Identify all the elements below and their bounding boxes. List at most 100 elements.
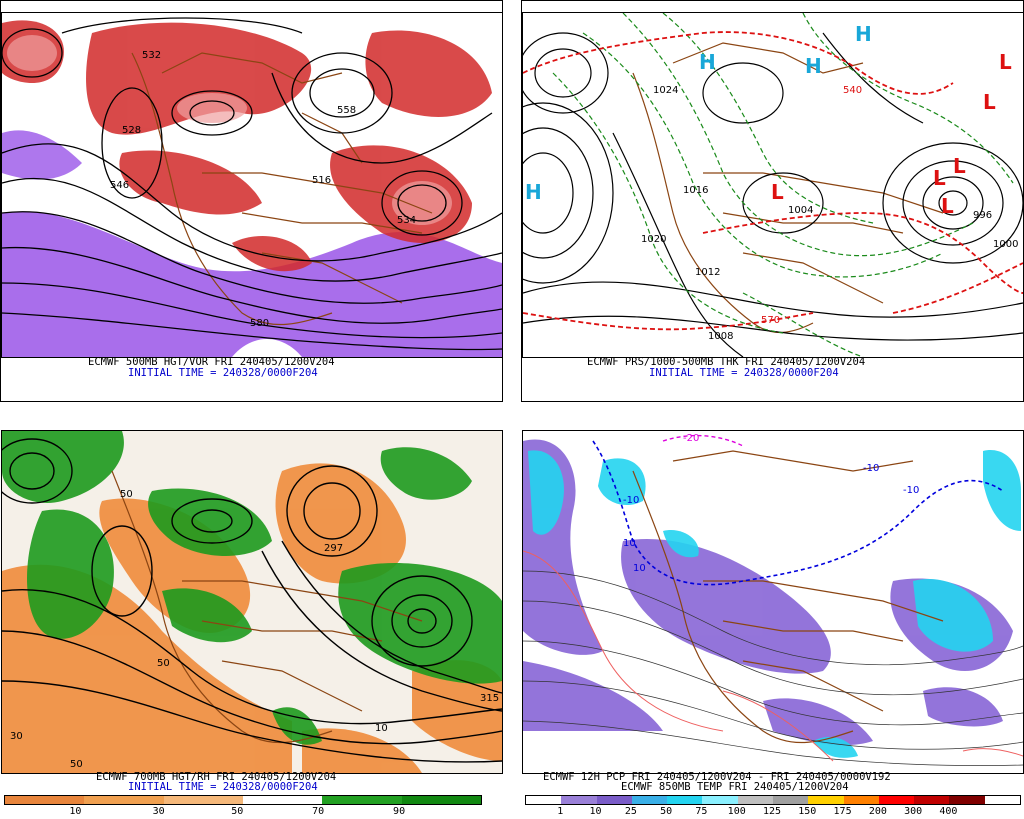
colorbar-swatch <box>242 796 323 804</box>
isobar-label: 996 <box>973 210 992 221</box>
colorbar-swatch <box>631 796 668 804</box>
contour-label: -10 <box>623 495 639 506</box>
contour-labels: -20 -10 -10 10 -10 10 <box>623 433 919 574</box>
rh-colorbar-ticks: 10 30 50 70 90 <box>4 806 480 818</box>
colorbar-tick-label: 75 <box>695 806 708 817</box>
initial-time: INITIAL TIME = 240328/0000F204 <box>649 367 839 379</box>
colorbar-swatch <box>5 796 85 804</box>
isobars <box>523 32 1023 357</box>
positive-vorticity-area <box>2 20 492 272</box>
high-markers: H H H H <box>525 22 872 204</box>
thickness-labels: 570 540 <box>761 85 862 326</box>
precip-map: -20 -10 -10 10 -10 10 <box>522 430 1024 774</box>
colorbar-swatch <box>878 796 915 804</box>
colorbar-tick-label: 125 <box>762 806 782 817</box>
thickness-label: 570 <box>761 315 780 326</box>
thickness-cold <box>552 13 1014 357</box>
initial-time: INITIAL TIME = 240328/0000F204 <box>128 781 318 793</box>
colorbar-tick-label: 200 <box>868 806 887 817</box>
vorticity-light <box>7 35 452 225</box>
precip-colorbar-ticks: 1 10 25 50 75 100 125 150 175 200 300 400 <box>525 806 1019 818</box>
colorbar-tick-label: 1 <box>557 806 564 817</box>
colorbar-swatch <box>163 796 243 804</box>
precip-colorbar <box>525 795 1021 805</box>
isobar-label: 1012 <box>695 267 720 278</box>
colorbar-tick-label: 100 <box>727 806 746 817</box>
colorbar-swatch <box>984 796 1020 804</box>
colorbar-tick-label: 50 <box>231 806 244 817</box>
panel-500mb-vorticity: 532 558 516 534 528 580 546 ECMWF 500MB … <box>0 0 503 402</box>
panel-title: ECMWF PRS/1000-500MB THK FRI 240405/1200… <box>587 356 866 368</box>
contour-label: -10 <box>863 463 879 474</box>
colorbar-swatch <box>401 796 481 804</box>
contour-label: 516 <box>312 175 331 186</box>
colorbar-tick-label: 10 <box>69 806 82 817</box>
pressure-map: 1020 1016 1012 1004 996 1000 1008 1024 5… <box>522 12 1024 358</box>
contour-label: -10 <box>903 485 919 496</box>
temperature-contours <box>523 570 1023 766</box>
contour-label: 50 <box>157 658 170 669</box>
colorbar-swatch <box>322 796 402 804</box>
low-pressure-marker: L <box>953 154 966 178</box>
colorbar-swatch <box>667 796 703 804</box>
panel-title: ECMWF 700MB HGT/RH FRI 240405/1200V204 <box>96 771 337 783</box>
contour-label: 30 <box>10 731 23 742</box>
panel-precip-850temp: -20 -10 -10 10 -10 10 ECMWF 12H PCP FRI … <box>521 418 1024 819</box>
colorbar-tick-label: 300 <box>904 806 923 817</box>
rh-colorbar <box>4 795 482 805</box>
colorbar-swatch <box>843 796 879 804</box>
freezing-line <box>592 440 1004 586</box>
isobar-label: 1004 <box>788 205 813 216</box>
contour-labels: 50 30 297 315 50 50 10 <box>10 489 499 770</box>
low-pressure-marker: L <box>983 90 996 114</box>
precip-map-svg: -20 -10 -10 10 -10 10 <box>523 433 1023 766</box>
low-markers: L L L L L L <box>771 50 1012 218</box>
negative-vorticity-area <box>2 130 82 180</box>
high-pressure-marker: H <box>855 22 872 46</box>
colorbar-swatch <box>596 796 632 804</box>
contour-label: 546 <box>110 180 129 191</box>
contour-label: 528 <box>122 125 141 136</box>
colorbar-tick-label: 150 <box>798 806 817 817</box>
vorticity-map: 532 558 516 534 528 580 546 <box>1 12 503 358</box>
contour-label: -20 <box>683 433 699 444</box>
contour-label: 315 <box>480 693 499 704</box>
contour-label: 50 <box>120 489 133 500</box>
negative-vorticity-area <box>2 211 502 357</box>
high-pressure-marker: H <box>525 180 542 204</box>
panel-700mb-rh: 50 30 297 315 50 50 10 ECMWF 700MB HGT/R… <box>0 418 503 819</box>
isobar-label: 1008 <box>708 331 733 342</box>
contour-label: 580 <box>250 318 269 329</box>
colorbar-tick-label: 400 <box>939 806 958 817</box>
contour-label: 10 <box>623 538 636 549</box>
colorbar-swatch <box>526 796 562 804</box>
contour-label: 10 <box>375 723 388 734</box>
colorbar-tick-label: 50 <box>660 806 673 817</box>
colorbar-tick-label: 70 <box>312 806 325 817</box>
colorbar-swatch <box>949 796 985 804</box>
contour-label: 532 <box>142 50 161 61</box>
height-contours <box>2 438 502 763</box>
contour-label: 558 <box>337 105 356 116</box>
pressure-map-svg: 1020 1016 1012 1004 996 1000 1008 1024 5… <box>523 13 1023 357</box>
colorbar-tick-label: 175 <box>833 806 852 817</box>
isobar-label: 1020 <box>641 234 666 245</box>
geography-lines <box>111 470 423 744</box>
panel-pressure-thickness: 1020 1016 1012 1004 996 1000 1008 1024 5… <box>521 0 1024 402</box>
low-pressure-marker: L <box>941 194 954 218</box>
isobar-label: 1000 <box>993 239 1018 250</box>
colorbar-tick-label: 30 <box>152 806 165 817</box>
colorbar-swatch <box>561 796 597 804</box>
isobar-label: 1024 <box>653 85 678 96</box>
panel-subtitle: ECMWF 850MB TEMP FRI 240405/1200V204 <box>621 781 849 793</box>
contour-label: 534 <box>397 215 416 226</box>
contour-label: 10 <box>633 563 646 574</box>
contour-labels: 532 558 516 534 528 580 546 <box>110 50 416 329</box>
colorbar-swatch <box>914 796 950 804</box>
colorbar-swatch <box>772 796 809 804</box>
isobar-label: 1016 <box>683 185 708 196</box>
low-pressure-marker: L <box>933 166 946 190</box>
cold-contour <box>662 434 744 447</box>
colorbar-swatch <box>84 796 164 804</box>
height-contours <box>2 17 502 351</box>
